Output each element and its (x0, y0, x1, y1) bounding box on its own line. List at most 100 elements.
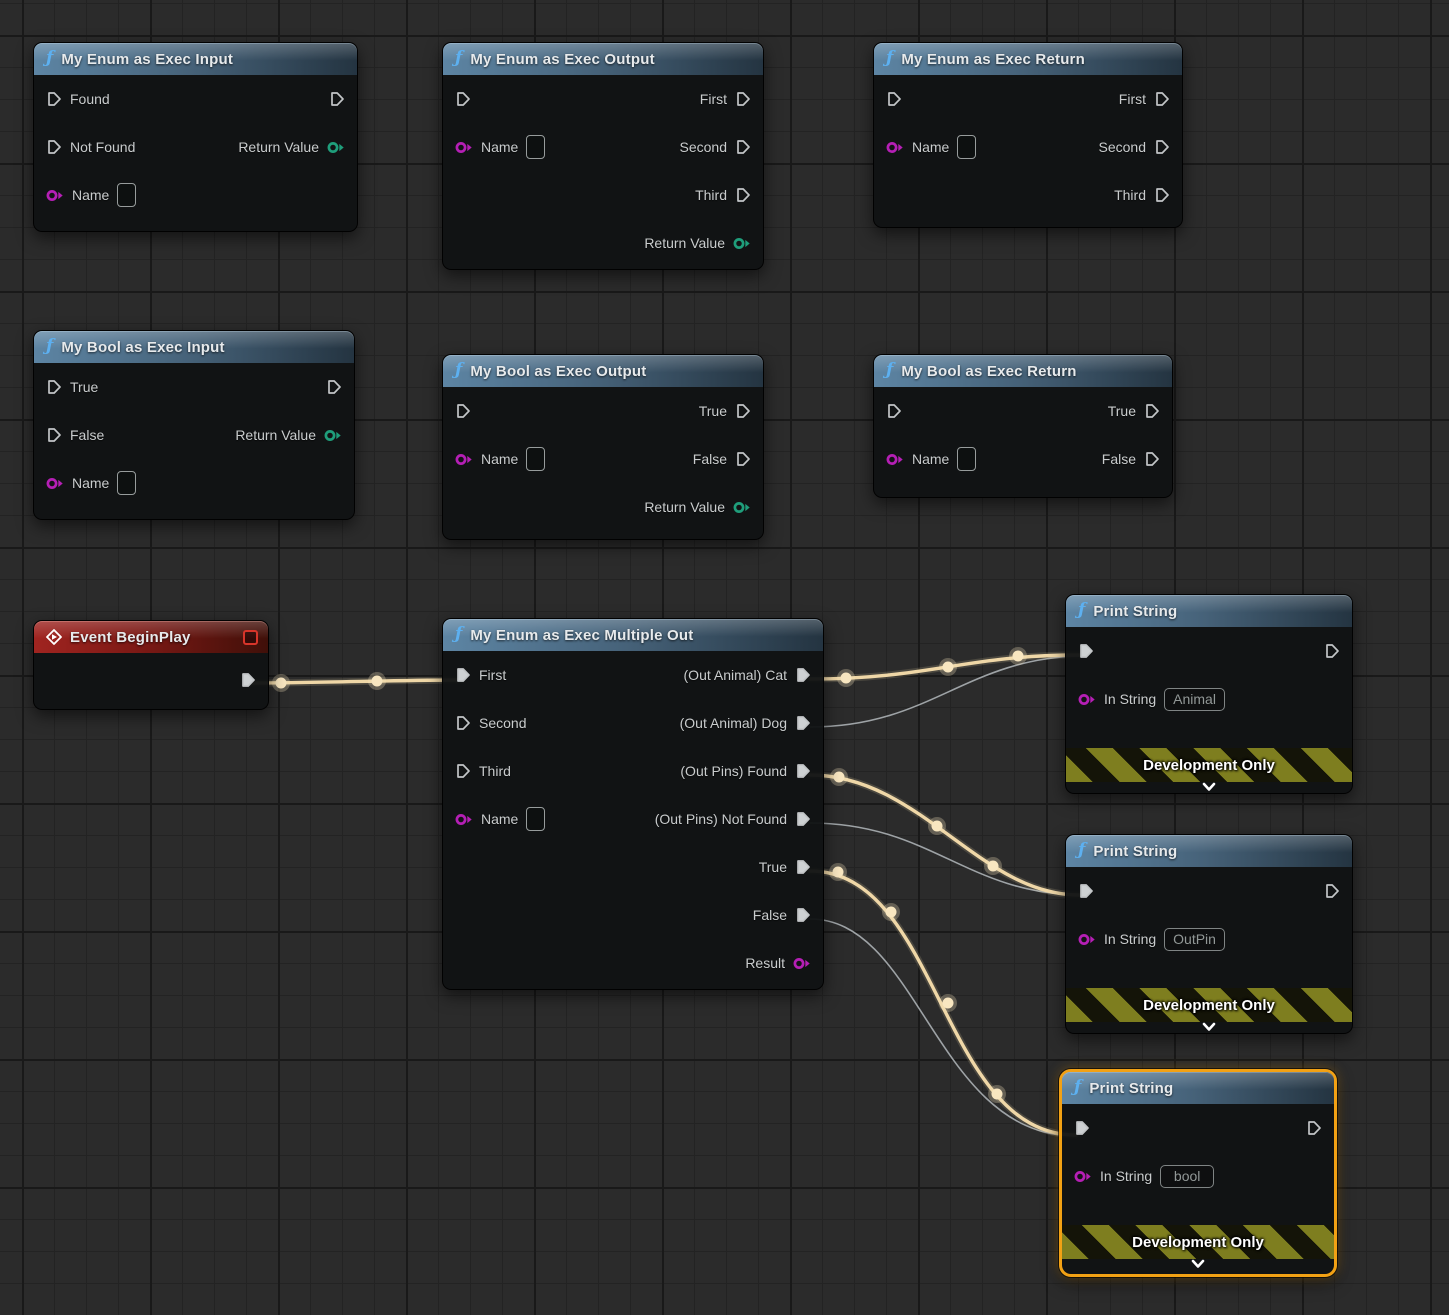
exec-pin-icon (1326, 644, 1339, 658)
pin-in-string[interactable]: In String Animal (1078, 675, 1225, 723)
exec-pin-icon (1146, 452, 1159, 466)
pin-false[interactable]: False (655, 891, 811, 939)
data-pin-icon (733, 237, 750, 249)
pin-true[interactable]: True (655, 843, 811, 891)
pin-out-pins-not-found[interactable]: (Out Pins) Not Found (655, 795, 811, 843)
pin-out-animal-cat[interactable]: (Out Animal) Cat (655, 651, 811, 699)
pin-return-value[interactable]: Return Value (644, 483, 751, 531)
function-icon: ƒ (1078, 839, 1086, 860)
pin-name[interactable]: Name (455, 123, 546, 171)
pin-true[interactable]: True (46, 363, 136, 411)
exec-pin-icon (48, 380, 61, 394)
exec-pin-icon (737, 92, 750, 106)
node-event-beginplay[interactable]: Event BeginPlay (33, 620, 269, 710)
pin-exec-in[interactable] (455, 387, 545, 435)
pin-exec-out[interactable] (238, 75, 345, 123)
pin-label: Return Value (644, 499, 725, 515)
pin-name[interactable]: Name (46, 459, 137, 507)
pin-return-value[interactable]: Return Value (644, 219, 751, 267)
pin-exec-in[interactable] (1078, 627, 1225, 675)
pin-second[interactable]: Second (644, 123, 751, 171)
pin-second[interactable]: Second (1099, 123, 1170, 171)
string-input[interactable]: bool (1160, 1164, 1215, 1188)
string-input[interactable]: OutPin (1164, 927, 1225, 951)
pin-label: Name (72, 187, 110, 203)
pin-second[interactable]: Second (455, 699, 545, 747)
pin-exec-in[interactable] (886, 387, 976, 435)
pin-found[interactable]: Found (46, 75, 136, 123)
name-input[interactable] (117, 183, 137, 207)
string-input[interactable]: Animal (1164, 687, 1225, 711)
pin-third[interactable]: Third (455, 747, 545, 795)
exec-pin-icon (797, 908, 810, 922)
pin-not-found[interactable]: Not Found (46, 123, 136, 171)
pin-return-value[interactable]: Return Value (235, 411, 342, 459)
pin-first[interactable]: First (1099, 75, 1170, 123)
pin-first[interactable]: First (455, 651, 545, 699)
node-expand-chevron[interactable] (1066, 782, 1352, 801)
node-my-enum-as-exec-multiple-out[interactable]: ƒ My Enum as Exec Multiple Out First Sec… (442, 618, 824, 990)
exec-pin-icon (242, 673, 255, 687)
exec-pin-icon (48, 428, 61, 442)
pin-result[interactable]: Result (655, 939, 811, 987)
node-expand-chevron[interactable] (1066, 1022, 1352, 1041)
node-my-enum-as-exec-input[interactable]: ƒ My Enum as Exec Input Found Not Found … (33, 42, 358, 232)
pin-out-animal-dog[interactable]: (Out Animal) Dog (655, 699, 811, 747)
pin-exec-out[interactable] (1306, 1104, 1322, 1152)
pin-label: (Out Animal) Cat (683, 667, 787, 683)
pin-false[interactable]: False (1102, 435, 1160, 483)
pin-exec-in[interactable] (886, 75, 976, 123)
pin-exec-in[interactable] (455, 75, 545, 123)
pin-return-value[interactable]: Return Value (238, 123, 345, 171)
name-input[interactable] (957, 135, 977, 159)
node-header: ƒ My Enum as Exec Return (874, 43, 1182, 75)
node-my-enum-as-exec-return[interactable]: ƒ My Enum as Exec Return Name First Secon… (873, 42, 1183, 228)
data-pin-icon (793, 957, 810, 969)
node-print-string-3[interactable]: ƒ Print String In String bool Development… (1059, 1069, 1337, 1277)
pin-name[interactable]: Name (886, 123, 977, 171)
node-my-bool-as-exec-output[interactable]: ƒ My Bool as Exec Output Name True False … (442, 354, 764, 540)
pin-third[interactable]: Third (1099, 171, 1170, 219)
pin-third[interactable]: Third (644, 171, 751, 219)
name-input[interactable] (526, 135, 546, 159)
name-input[interactable] (526, 807, 546, 831)
pin-exec-out[interactable] (1324, 627, 1340, 675)
pin-true[interactable]: True (1102, 387, 1160, 435)
pin-exec-in[interactable] (1074, 1104, 1214, 1152)
pin-name[interactable]: Name (886, 435, 977, 483)
pin-out-pins-found[interactable]: (Out Pins) Found (655, 747, 811, 795)
node-expand-chevron[interactable] (1062, 1259, 1334, 1278)
wire-beginplay-to-multipleout (248, 678, 464, 685)
pin-exec-in[interactable] (1078, 867, 1225, 915)
node-my-bool-as-exec-return[interactable]: ƒ My Bool as Exec Return Name True False (873, 354, 1173, 498)
pin-exec-out[interactable] (235, 363, 342, 411)
name-input[interactable] (117, 471, 137, 495)
pin-in-string[interactable]: In String OutPin (1078, 915, 1225, 963)
pin-false[interactable]: False (46, 411, 136, 459)
pin-exec-out[interactable] (240, 656, 256, 704)
pin-name[interactable]: Name (455, 795, 546, 843)
node-my-enum-as-exec-output[interactable]: ƒ My Enum as Exec Output Name First Secon… (442, 42, 764, 270)
node-my-bool-as-exec-input[interactable]: ƒ My Bool as Exec Input True False Name … (33, 330, 355, 520)
node-print-string-2[interactable]: ƒ Print String In String OutPin Developme… (1065, 834, 1353, 1034)
exec-pin-icon (737, 452, 750, 466)
node-print-string-1[interactable]: ƒ Print String In String Animal Developme… (1065, 594, 1353, 794)
name-input[interactable] (957, 447, 977, 471)
pin-in-string[interactable]: In String bool (1074, 1152, 1215, 1200)
pin-name[interactable]: Name (455, 435, 546, 483)
node-header: ƒ Print String (1066, 835, 1352, 867)
pin-true[interactable]: True (644, 387, 751, 435)
pin-label: Return Value (238, 139, 319, 155)
pin-first[interactable]: First (644, 75, 751, 123)
function-icon: ƒ (46, 47, 54, 68)
pin-false[interactable]: False (644, 435, 751, 483)
name-input[interactable] (526, 447, 546, 471)
pin-name[interactable]: Name (46, 171, 137, 219)
exec-pin-icon (797, 812, 810, 826)
pin-exec-out[interactable] (1324, 867, 1340, 915)
node-title: My Enum as Exec Input (61, 50, 234, 68)
node-header: ƒ Print String (1062, 1072, 1334, 1104)
pin-label: Result (745, 955, 785, 971)
pin-label: Return Value (644, 235, 725, 251)
